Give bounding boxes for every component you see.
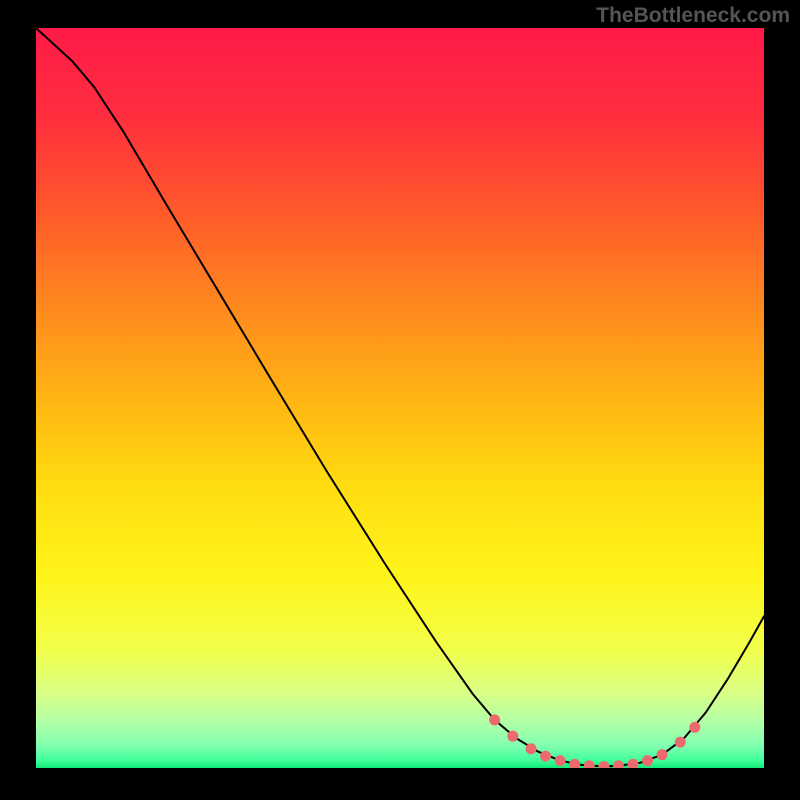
data-marker — [675, 737, 685, 747]
data-marker — [584, 761, 594, 768]
marker-layer — [36, 28, 764, 768]
data-marker — [599, 762, 609, 768]
data-marker — [508, 731, 518, 741]
chart-container: TheBottleneck.com — [0, 0, 800, 800]
watermark-text: TheBottleneck.com — [596, 4, 790, 28]
data-marker — [541, 751, 551, 761]
data-marker — [613, 761, 623, 768]
data-marker — [690, 722, 700, 732]
data-marker — [526, 744, 536, 754]
data-marker — [628, 759, 638, 768]
data-marker — [643, 756, 653, 766]
plot-area — [36, 28, 764, 768]
data-marker — [570, 759, 580, 768]
data-marker — [555, 756, 565, 766]
data-marker — [657, 750, 667, 760]
data-marker — [490, 715, 500, 725]
